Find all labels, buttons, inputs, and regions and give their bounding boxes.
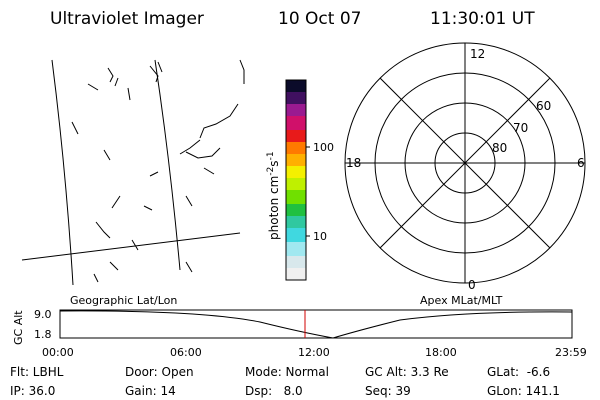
unit: s [267, 160, 281, 166]
mlt-label: 12 [470, 47, 485, 61]
timeline: Geographic Lat/Lon Apex MLat/MLT GC Alt … [12, 294, 587, 359]
status-field: Dsp: 8.0 [245, 384, 303, 398]
y-tick-label: 1.8 [34, 328, 52, 341]
polar-plot: 12 6 0 18 60 70 80 [344, 42, 586, 292]
mlt-label: 6 [577, 156, 585, 170]
x-tick-label: 00:00 [42, 346, 74, 359]
colorbar-tick-label: 100 [313, 141, 334, 154]
date: 10 Oct 07 [278, 9, 361, 29]
colorbar: 100 10 photon cm-2s-1 [266, 79, 334, 281]
status-field: IP: 36.0 [10, 384, 55, 398]
status-field: GLat: -6.6 [487, 365, 550, 379]
status-field: GLon: 141.1 [487, 384, 560, 398]
y-tick-label: 9.0 [34, 308, 52, 321]
map [21, 59, 245, 286]
status-field: Gain: 14 [125, 384, 176, 398]
x-tick-label: 06:00 [170, 346, 202, 359]
colorbar-tick-label: 10 [313, 230, 327, 243]
unit-exponent: -1 [266, 151, 276, 160]
unit-exponent: -2 [266, 167, 276, 176]
status-field: Mode: Normal [245, 365, 329, 379]
x-tick-label: 18:00 [425, 346, 457, 359]
status-field: Seq: 39 [365, 384, 411, 398]
unit: photon cm [267, 176, 281, 240]
y-axis-label: GC Alt [12, 310, 25, 345]
status-field: Flt: LBHL [10, 365, 64, 379]
lat-label: 60 [536, 99, 551, 113]
timeline-label: Apex MLat/MLT [420, 294, 503, 307]
mlt-label: 0 [468, 278, 476, 292]
time: 11:30:01 UT [430, 9, 535, 29]
status: Flt: LBHL Door: Open Mode: Normal GC Alt… [10, 365, 560, 398]
lat-label: 70 [513, 121, 528, 135]
status-field: Door: Open [125, 365, 194, 379]
colorbar-unit: photon cm-2s-1 [266, 151, 281, 240]
x-tick-label: 23:59 [555, 346, 587, 359]
lat-label: 80 [492, 141, 507, 155]
x-tick-label: 12:00 [298, 346, 330, 359]
status-field: GC Alt: 3.3 Re [365, 365, 449, 379]
title: Ultraviolet Imager [50, 9, 204, 29]
mlt-label: 18 [346, 156, 361, 170]
timeline-label: Geographic Lat/Lon [70, 294, 177, 307]
